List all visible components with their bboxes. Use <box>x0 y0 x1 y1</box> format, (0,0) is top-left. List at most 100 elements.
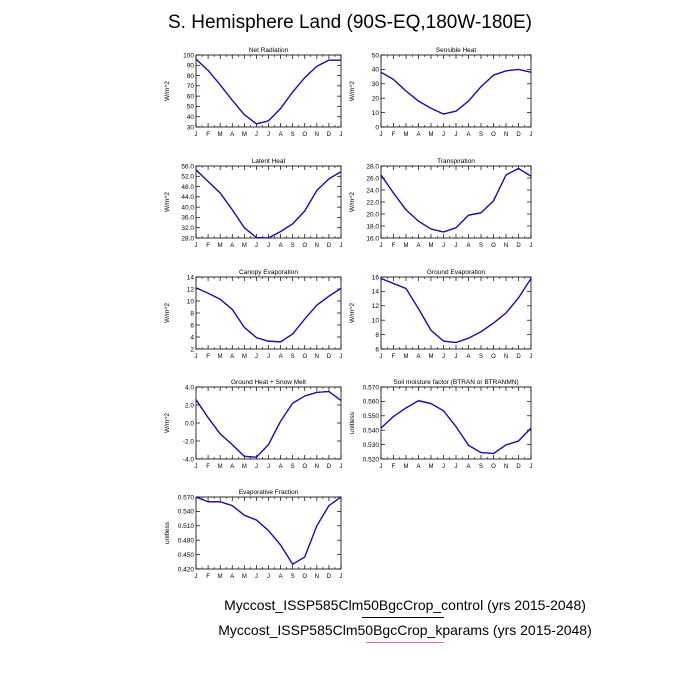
panel-title: Canopy Evaporation <box>239 269 298 276</box>
chart-panel-9: Evaporative Fraction unitless 0.420 0.450 0.… <box>164 489 343 580</box>
legend-swatch-kparams <box>366 642 444 643</box>
x-tick-label: M <box>242 574 247 580</box>
series-line-kparams <box>380 167 532 233</box>
x-tick-label: O <box>491 132 496 138</box>
x-tick-label: J <box>442 464 445 470</box>
y-tick-label: 80 <box>187 73 195 80</box>
x-tick-label: J <box>340 354 343 360</box>
x-tick-label: A <box>279 574 283 580</box>
y-tick-label: 70 <box>187 83 195 90</box>
plot-frame <box>195 276 342 350</box>
x-tick-label: J <box>455 132 458 138</box>
y-axis-label: unitless <box>164 521 171 544</box>
x-tick-label: F <box>392 243 396 249</box>
x-tick-label: J <box>455 464 458 470</box>
x-tick-label: D <box>327 132 332 138</box>
y-tick-label: 20.0 <box>366 211 379 218</box>
chart-panel-7: Ground Heat + Snow Melt W/m^2 -4.0 -2.0 0.0 2… <box>164 379 343 470</box>
x-tick-label: F <box>206 132 210 138</box>
x-tick-label: A <box>416 354 420 360</box>
x-tick-label: N <box>315 464 319 470</box>
series-line-control <box>195 169 342 239</box>
y-tick-label: 22.0 <box>366 199 379 206</box>
x-tick-label: M <box>429 354 434 360</box>
panel-title: Latent Heat <box>252 158 286 165</box>
series-line-control <box>195 58 341 125</box>
y-tick-label: 10 <box>372 110 380 117</box>
chart-panel-5: Canopy Evaporation W/m^2 2 4 6 8 10 12 14 J F M A M J J… <box>164 269 343 360</box>
y-tick-label: 0 <box>375 124 379 131</box>
x-tick-label: A <box>416 132 420 138</box>
y-axis-label: unitless <box>349 411 356 434</box>
x-tick-label: J <box>267 132 270 138</box>
panel-title: Ground Heat + Snow Melt <box>231 379 306 386</box>
x-tick-label: J <box>455 354 458 360</box>
x-tick-label: M <box>218 574 223 580</box>
x-tick-label: J <box>380 132 383 138</box>
y-tick-label: 16.0 <box>366 235 379 242</box>
y-tick-label: 60 <box>187 93 195 100</box>
x-tick-label: D <box>516 243 521 249</box>
series-line-kparams <box>195 496 342 565</box>
x-tick-label: S <box>291 464 295 470</box>
y-tick-label: 0.480 <box>178 538 195 545</box>
panel-title: Net Radiation <box>249 47 289 54</box>
x-tick-label: N <box>315 243 319 249</box>
plot-frame <box>195 496 342 570</box>
x-tick-label: M <box>242 354 247 360</box>
plot-frame <box>195 386 342 460</box>
x-tick-label: J <box>340 243 343 249</box>
y-tick-label: 0.570 <box>363 384 380 391</box>
y-tick-label: 100 <box>183 52 194 59</box>
x-tick-label: N <box>504 354 508 360</box>
y-tick-label: 30 <box>187 124 195 131</box>
y-tick-label: 0.510 <box>178 523 195 530</box>
y-tick-label: 0.530 <box>363 442 380 449</box>
series-line-kparams <box>195 390 342 458</box>
series-line-kparams <box>380 68 532 115</box>
y-tick-label: 24.0 <box>366 187 379 194</box>
x-tick-label: J <box>380 354 383 360</box>
series-line-kparams <box>195 58 341 125</box>
y-tick-label: 0.0 <box>185 420 194 427</box>
y-tick-label: 40 <box>372 67 380 74</box>
y-tick-label: 90 <box>187 63 195 70</box>
y-tick-label: 0.420 <box>178 566 195 573</box>
figure-title: S. Hemisphere Land (90S-EQ,180W-180E) <box>168 12 532 33</box>
x-tick-label: M <box>218 464 223 470</box>
y-tick-label: 0.540 <box>363 428 380 435</box>
x-tick-label: D <box>516 132 521 138</box>
x-tick-label: S <box>479 243 483 249</box>
y-tick-label: 4 <box>190 334 194 341</box>
y-tick-label: 40 <box>187 114 195 121</box>
x-tick-label: J <box>455 243 458 249</box>
panel-title: Ground Evaporation <box>427 269 486 276</box>
x-tick-label: J <box>380 243 383 249</box>
x-tick-label: N <box>315 132 319 138</box>
panel-title: Evaporative Fraction <box>239 489 299 496</box>
x-tick-label: O <box>302 132 307 138</box>
x-tick-label: J <box>255 354 258 360</box>
y-tick-label: 48.0 <box>181 184 194 191</box>
x-tick-label: J <box>255 464 258 470</box>
y-tick-label: 30 <box>372 81 380 88</box>
series-line-control <box>380 68 532 115</box>
y-tick-label: 6 <box>190 322 194 329</box>
y-tick-label: 40.0 <box>181 204 194 211</box>
x-tick-label: J <box>442 132 445 138</box>
y-axis-label: W/m^2 <box>164 303 171 323</box>
y-axis-label: W/m^2 <box>349 192 356 212</box>
x-tick-label: J <box>195 354 198 360</box>
x-tick-label: J <box>442 354 445 360</box>
x-tick-label: O <box>302 464 307 470</box>
x-tick-label: D <box>327 464 332 470</box>
y-tick-label: 0.520 <box>363 456 380 463</box>
x-tick-label: S <box>291 132 295 138</box>
y-axis-label: W/m^2 <box>164 413 171 433</box>
x-tick-label: J <box>380 464 383 470</box>
x-tick-label: J <box>340 132 343 138</box>
x-tick-label: M <box>218 132 223 138</box>
y-tick-label: 28.0 <box>181 235 194 242</box>
x-tick-label: A <box>466 132 470 138</box>
